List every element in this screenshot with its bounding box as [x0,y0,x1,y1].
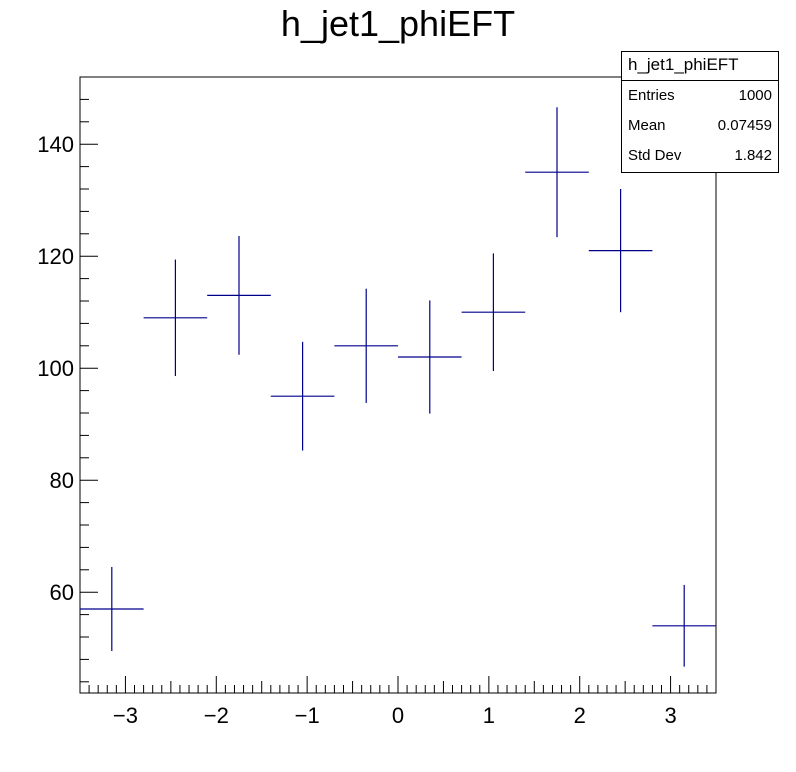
x-tick-label: 3 [664,703,676,728]
data-point [270,341,335,451]
data-point [398,300,462,414]
entries-value: 1000 [738,87,772,104]
stats-row-entries: Entries 1000 [622,81,778,111]
x-tick-label: −3 [113,703,138,728]
stats-row-mean: Mean 0.07459 [622,111,778,141]
data-point [652,584,716,667]
x-axis: −3 −2 −1 0 1 2 3 [79,676,717,728]
x-tick-label: 1 [483,703,495,728]
stddev-label: Std Dev [628,147,682,164]
entries-label: Entries [628,87,675,104]
x-tick-label: 2 [574,703,586,728]
y-tick-label: 100 [37,356,74,381]
data-point [334,288,398,403]
data-series [80,107,716,667]
data-point [588,189,653,313]
mean-label: Mean [628,117,666,134]
y-tick-label: 140 [37,132,74,157]
data-point [461,253,526,371]
x-tick-label: 0 [392,703,404,728]
stats-row-stddev: Std Dev 1.842 [622,141,778,171]
y-tick-label: 120 [37,244,74,269]
y-tick-label: 60 [50,580,74,605]
mean-value: 0.07459 [717,117,772,134]
stats-box: h_jet1_phiEFT Entries 1000 Mean 0.07459 … [621,51,779,173]
data-point [207,236,271,355]
x-tick-label: −2 [204,703,229,728]
x-tick-label: −1 [295,703,320,728]
data-point [80,567,144,651]
stddev-value: 1.842 [734,147,772,164]
data-point [525,107,589,238]
stats-box-title: h_jet1_phiEFT [622,52,778,81]
chart-title: h_jet1_phiEFT [280,3,516,44]
y-tick-label: 80 [50,468,74,493]
data-point [143,259,208,377]
y-axis: 60 80 100 120 140 [37,98,98,683]
